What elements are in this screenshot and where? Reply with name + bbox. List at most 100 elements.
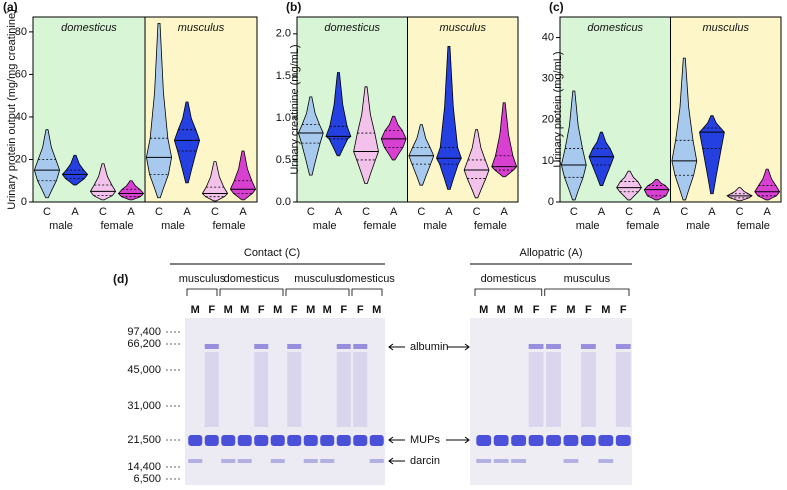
gel-band	[270, 435, 285, 446]
violin	[408, 124, 435, 186]
gel-band	[188, 459, 203, 463]
sex-label: male	[423, 220, 447, 232]
gel-band	[563, 459, 579, 463]
band-label: albumin	[410, 341, 449, 353]
violin	[671, 57, 698, 201]
plot-frame	[296, 16, 519, 203]
x-tick-label: A	[127, 206, 135, 218]
panel-label: (c)	[549, 0, 564, 14]
violin	[89, 163, 117, 201]
violin	[173, 101, 201, 184]
y-axis-label: Urinary protein (mg/mL)	[552, 51, 564, 167]
y-tick-label: 2.0	[276, 28, 291, 40]
group-label: domesticus	[61, 22, 117, 34]
gel-band	[188, 435, 203, 446]
gel-band	[580, 435, 596, 446]
lane-label: F	[620, 304, 627, 316]
gel-band	[476, 459, 492, 463]
sex-label: male	[576, 220, 600, 232]
violin	[353, 86, 379, 184]
lane-label: M	[497, 304, 506, 316]
lane-label: F	[208, 304, 215, 316]
y-tick-label: 80	[15, 26, 27, 38]
sex-label: female	[474, 220, 507, 232]
x-tick-label: C	[43, 206, 51, 218]
gel-band	[353, 435, 368, 446]
gel-band	[303, 435, 318, 446]
x-tick-label: A	[335, 206, 343, 218]
gel-smear	[546, 352, 561, 427]
violin	[33, 129, 61, 199]
gel-band	[493, 435, 509, 446]
x-tick-label: A	[501, 206, 509, 218]
violin	[380, 115, 407, 161]
group-bracket	[474, 288, 543, 296]
arrow	[388, 436, 405, 444]
gel-smear	[580, 352, 596, 427]
lane-label: M	[479, 304, 488, 316]
gel-band	[303, 459, 318, 463]
lane-label: M	[224, 304, 233, 316]
violin	[325, 72, 352, 157]
violin	[588, 131, 615, 186]
lane-label: M	[306, 304, 315, 316]
gel-smear	[254, 352, 269, 427]
group-label: domesticus	[324, 22, 380, 34]
violin	[117, 180, 145, 201]
lane-label: M	[566, 304, 575, 316]
gel-band	[615, 344, 631, 349]
lane-label: F	[585, 304, 592, 316]
mw-marker: 97,400	[127, 326, 161, 338]
panel-label: (b)	[286, 0, 301, 14]
y-axis-label: Urinary protein output (mg/mg creatinine…	[6, 9, 18, 210]
x-tick-label: C	[362, 206, 370, 218]
gel-band	[204, 435, 219, 446]
gel-band	[476, 435, 492, 446]
lane-label: M	[372, 304, 381, 316]
violin	[726, 187, 753, 202]
gel-band	[493, 459, 509, 463]
y-tick-label: 0	[548, 196, 554, 208]
group-label: domesticus	[481, 273, 537, 285]
x-tick-label: A	[390, 206, 398, 218]
lane-label: M	[514, 304, 523, 316]
y-tick-label: 30	[542, 73, 554, 85]
gel-band	[353, 344, 368, 349]
group-label: domesticus	[587, 22, 643, 34]
group-background	[297, 17, 408, 202]
lane-label: F	[550, 304, 557, 316]
gel-band	[598, 435, 614, 446]
band-label: MUPs	[410, 434, 440, 446]
lane-label: F	[533, 304, 540, 316]
lane-label: M	[601, 304, 610, 316]
gel-band	[287, 435, 302, 446]
arrow	[446, 436, 470, 444]
gel-band	[336, 344, 351, 349]
mw-marker: 31,000	[127, 400, 161, 412]
y-tick-label: 0	[21, 196, 27, 208]
x-tick-label: A	[653, 206, 661, 218]
gel-band	[546, 435, 561, 446]
x-tick-label: A	[598, 206, 606, 218]
gel-band	[237, 435, 252, 446]
group-label: musculus	[179, 273, 226, 285]
violin	[229, 150, 257, 201]
y-tick-label: 60	[15, 68, 27, 80]
mw-marker: 45,000	[127, 364, 161, 376]
group-label: domesticus	[339, 273, 395, 285]
x-tick-label: C	[625, 206, 633, 218]
sex-label: male	[49, 220, 73, 232]
y-axis-label: Urinary creatinine (mg/mL)	[289, 44, 301, 174]
gel-band	[336, 435, 351, 446]
gel-title: Allopatric (A)	[520, 247, 583, 259]
lane-label: F	[291, 304, 298, 316]
group-label: domesticus	[224, 273, 280, 285]
y-tick-label: 10	[542, 155, 554, 167]
x-tick-label: C	[307, 206, 315, 218]
group-bracket	[544, 288, 630, 296]
group-bracket	[219, 288, 284, 296]
violin	[297, 96, 324, 176]
x-tick-label: A	[71, 206, 79, 218]
violin	[463, 129, 490, 199]
violin	[616, 170, 642, 201]
